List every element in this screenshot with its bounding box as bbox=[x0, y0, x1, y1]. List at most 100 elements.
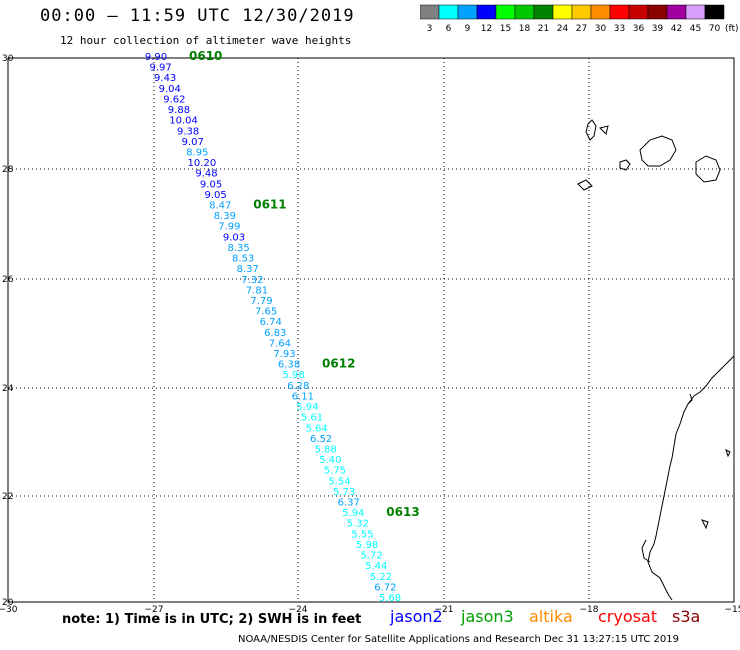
latitude-label: 28 bbox=[2, 165, 14, 175]
wave-height-reading: 5.32 bbox=[347, 519, 369, 530]
island-fragment-2 bbox=[725, 449, 731, 458]
latitude-label: 26 bbox=[2, 275, 14, 285]
altimeter-track: 9.909.979.439.049.629.8810.049.389.078.9… bbox=[145, 52, 401, 604]
wave-height-reading: 9.62 bbox=[163, 94, 185, 105]
island-fragment-1 bbox=[701, 519, 709, 530]
latitude-label: 22 bbox=[2, 492, 13, 502]
wave-height-reading: 8.47 bbox=[209, 201, 231, 212]
wave-height-reading: 7.32 bbox=[241, 275, 263, 286]
time-label: 0612 bbox=[322, 357, 355, 371]
satellite-jason3: jason3 bbox=[461, 607, 514, 626]
latitude-label: 30 bbox=[2, 54, 14, 64]
longitude-label: −30 bbox=[0, 605, 18, 615]
wave-height-reading: 7.93 bbox=[273, 349, 295, 360]
wave-height-reading: 9.07 bbox=[182, 137, 204, 148]
wave-height-reading: 6.11 bbox=[292, 391, 314, 402]
legend-swatch bbox=[552, 4, 573, 20]
legend-label: 30 bbox=[595, 24, 607, 34]
island-tenerife bbox=[639, 135, 677, 167]
wave-height-reading: 7.64 bbox=[269, 338, 291, 349]
wave-height-reading: 5.75 bbox=[324, 466, 346, 477]
wave-height-reading: 5.68 bbox=[379, 593, 401, 604]
map-subtitle: 12 hour collection of altimeter wave hei… bbox=[60, 34, 352, 47]
wave-height-reading: 7.99 bbox=[218, 222, 240, 233]
wave-height-reading: 7.79 bbox=[250, 296, 272, 307]
legend-label: 70 bbox=[709, 24, 721, 34]
legend-swatch bbox=[457, 4, 478, 20]
coast-notch bbox=[687, 393, 693, 405]
wave-height-reading: 5.44 bbox=[365, 561, 387, 572]
plot-frame bbox=[7, 57, 735, 603]
wave-height-reading: 10.20 bbox=[188, 158, 217, 169]
legend-swatch bbox=[628, 4, 649, 20]
satellite-altika: altika bbox=[529, 607, 573, 626]
legend-label: 27 bbox=[576, 24, 587, 34]
wave-height-reading: 6.28 bbox=[287, 381, 309, 392]
longitude-label: −15 bbox=[725, 605, 740, 615]
wave-height-reading: 5.61 bbox=[301, 413, 323, 424]
latitude-label: 24 bbox=[2, 384, 14, 394]
wave-height-reading: 5.98 bbox=[283, 370, 305, 381]
wave-height-reading: 9.43 bbox=[154, 73, 176, 84]
wave-height-reading: 6.38 bbox=[278, 360, 300, 371]
time-label: 0613 bbox=[386, 505, 419, 519]
island-la-gomera bbox=[619, 159, 631, 171]
latitude-label: 20 bbox=[2, 598, 14, 608]
wave-height-reading: 5.55 bbox=[351, 529, 373, 540]
wave-height-reading: 5.88 bbox=[315, 444, 337, 455]
legend-label: 39 bbox=[652, 24, 664, 34]
longitude-label: −24 bbox=[289, 605, 308, 615]
wave-height-reading: 9.04 bbox=[159, 84, 181, 95]
wave-height-reading: 8.39 bbox=[214, 211, 236, 222]
wave-height-reading: 8.35 bbox=[227, 243, 249, 254]
wave-height-reading: 6.83 bbox=[264, 328, 286, 339]
wave-height-reading: 9.38 bbox=[177, 126, 199, 137]
map-title: 00:00 – 11:59 UTC 12/30/2019 bbox=[40, 6, 355, 26]
longitude-label: −21 bbox=[435, 605, 454, 615]
wave-height-reading: 9.05 bbox=[205, 190, 227, 201]
legend-swatch bbox=[533, 4, 554, 20]
island-la-palma bbox=[585, 119, 597, 141]
credit-line: NOAA/NESDIS Center for Satellite Applica… bbox=[238, 634, 680, 645]
wave-height-reading: 5.73 bbox=[333, 487, 355, 498]
axis-labels: 30 28 26 24 22 20−30 −27 −24 −21 −18 −15 bbox=[0, 54, 740, 615]
legend-label: 6 bbox=[446, 24, 452, 34]
time-label: 0610 bbox=[189, 49, 222, 63]
legend-label: 9 bbox=[465, 24, 471, 34]
longitude-label: −27 bbox=[145, 605, 164, 615]
africa-coastline bbox=[647, 355, 735, 601]
wave-height-reading: 8.53 bbox=[232, 254, 254, 265]
time-label: 0611 bbox=[253, 198, 286, 212]
wave-height-reading: 5.98 bbox=[356, 540, 378, 551]
wave-height-reading: 6.74 bbox=[260, 317, 282, 328]
legend-label: 3 bbox=[427, 24, 433, 34]
wave-height-reading: 7.65 bbox=[255, 307, 277, 318]
longitude-label: −18 bbox=[580, 605, 599, 615]
satellite-s3a: s3a bbox=[672, 607, 701, 626]
legend-label: 15 bbox=[500, 24, 511, 34]
legend-swatch bbox=[476, 4, 497, 20]
satellite-cryosat: cryosat bbox=[598, 607, 658, 626]
legend-swatch bbox=[647, 4, 668, 20]
wave-height-reading: 6.52 bbox=[310, 434, 332, 445]
coastline bbox=[577, 119, 735, 601]
wave-height-reading: 10.04 bbox=[169, 116, 198, 127]
legend-swatch bbox=[438, 4, 459, 20]
legend-unit: (ft) bbox=[725, 24, 739, 34]
legend-swatch bbox=[590, 4, 611, 20]
wave-height-reading: 9.48 bbox=[195, 169, 217, 180]
wave-height-reading: 7.81 bbox=[246, 285, 268, 296]
wave-height-reading: 5.22 bbox=[370, 572, 392, 583]
island-gran-canaria bbox=[695, 155, 721, 183]
legend-swatch bbox=[420, 4, 440, 20]
legend-swatch bbox=[704, 4, 725, 20]
footnote: note: 1) Time is in UTC; 2) SWH is in fe… bbox=[62, 612, 362, 627]
legend-swatch bbox=[514, 4, 535, 20]
wave-height-reading: 9.03 bbox=[223, 232, 245, 243]
legend-label: 21 bbox=[538, 24, 549, 34]
wave-height-reading: 5.54 bbox=[328, 476, 350, 487]
legend-swatch bbox=[685, 4, 706, 20]
wave-height-reading: 9.97 bbox=[149, 63, 171, 74]
